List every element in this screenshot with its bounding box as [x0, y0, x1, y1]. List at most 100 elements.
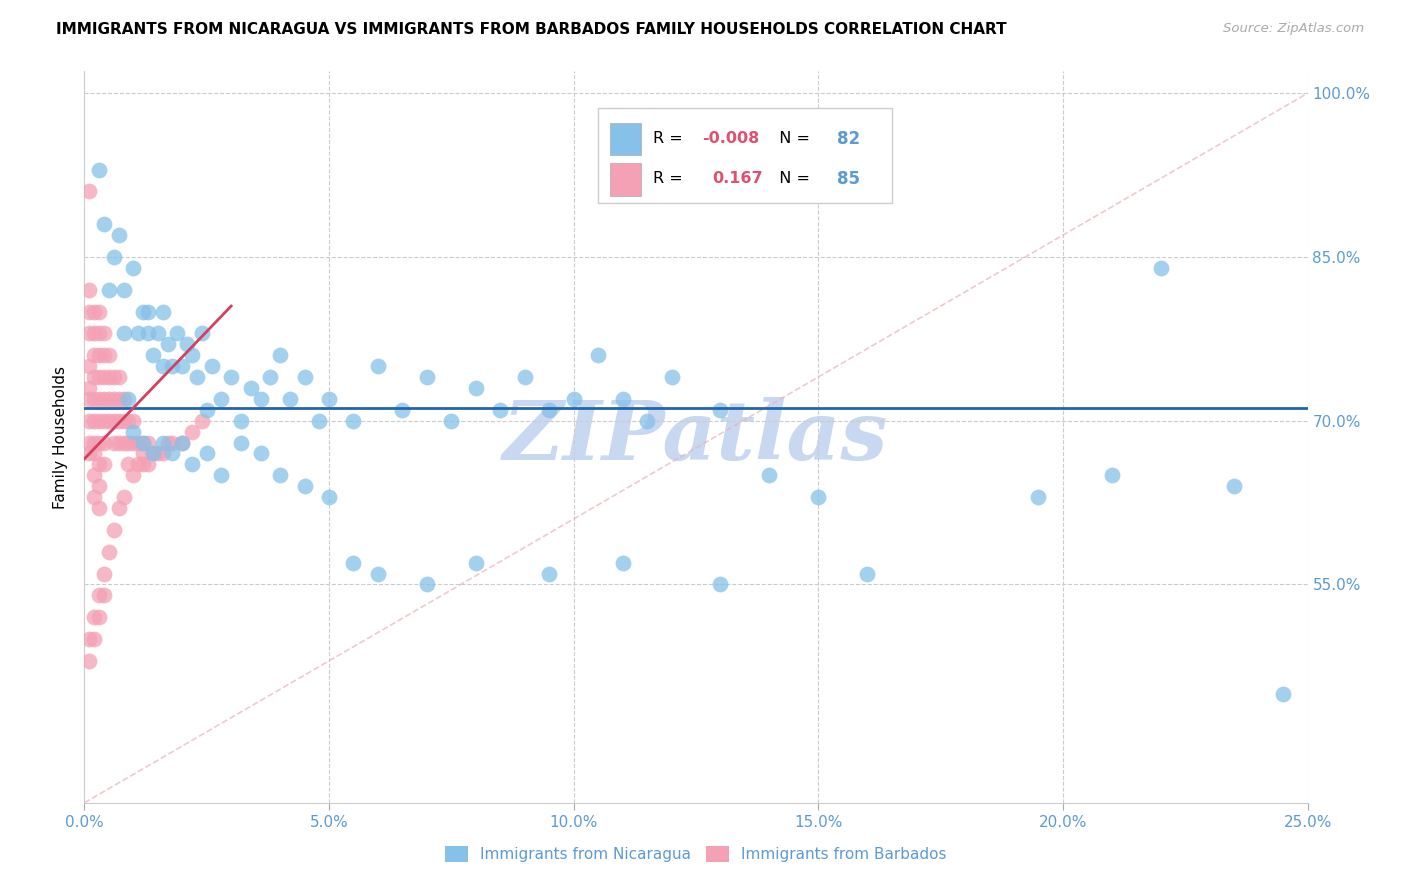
Text: ZIPatlas: ZIPatlas	[503, 397, 889, 477]
Point	[342, 556, 364, 570]
Text: 82: 82	[837, 129, 859, 148]
Point	[87, 348, 110, 362]
Point	[172, 359, 194, 373]
Point	[107, 501, 129, 516]
Point	[83, 326, 105, 341]
Point	[87, 501, 110, 516]
Point	[416, 370, 439, 384]
Text: -0.008: -0.008	[702, 131, 759, 146]
Point	[318, 392, 340, 406]
Point	[107, 392, 129, 406]
Y-axis label: Family Households: Family Households	[53, 366, 69, 508]
Point	[127, 326, 149, 341]
Point	[152, 435, 174, 450]
Point	[132, 458, 155, 472]
Point	[77, 185, 100, 199]
Point	[87, 414, 110, 428]
Point	[97, 392, 120, 406]
Point	[112, 490, 135, 504]
Text: 0.167: 0.167	[711, 171, 762, 186]
Point	[200, 359, 222, 373]
Point	[132, 304, 155, 318]
Point	[83, 446, 105, 460]
Point	[77, 304, 100, 318]
Point	[142, 348, 165, 362]
Point	[464, 556, 486, 570]
Point	[112, 283, 135, 297]
Text: N =: N =	[769, 171, 815, 186]
Point	[166, 326, 188, 341]
Point	[77, 359, 100, 373]
Point	[117, 392, 139, 406]
Text: N =: N =	[769, 131, 815, 146]
Text: R =: R =	[654, 171, 688, 186]
Point	[209, 392, 232, 406]
Point	[612, 556, 634, 570]
Point	[146, 326, 169, 341]
Point	[87, 326, 110, 341]
Point	[77, 435, 100, 450]
Point	[586, 348, 609, 362]
Point	[294, 370, 316, 384]
Point	[77, 414, 100, 428]
Point	[122, 414, 145, 428]
Point	[112, 435, 135, 450]
Point	[612, 392, 634, 406]
Point	[191, 414, 214, 428]
Point	[162, 446, 184, 460]
Point	[191, 326, 214, 341]
Point	[87, 610, 110, 624]
Point	[142, 446, 165, 460]
Point	[87, 304, 110, 318]
Point	[93, 370, 115, 384]
Point	[318, 490, 340, 504]
Point	[156, 337, 179, 351]
Point	[132, 446, 155, 460]
Point	[562, 392, 585, 406]
Point	[308, 414, 330, 428]
Text: IMMIGRANTS FROM NICARAGUA VS IMMIGRANTS FROM BARBADOS FAMILY HOUSEHOLDS CORRELAT: IMMIGRANTS FROM NICARAGUA VS IMMIGRANTS …	[56, 22, 1007, 37]
Point	[103, 435, 125, 450]
Point	[103, 523, 125, 537]
Point	[97, 348, 120, 362]
Point	[122, 435, 145, 450]
Point	[1028, 490, 1050, 504]
Point	[93, 414, 115, 428]
Point	[172, 435, 194, 450]
Point	[93, 458, 115, 472]
Point	[107, 228, 129, 243]
Point	[249, 446, 271, 460]
Point	[97, 370, 120, 384]
Point	[229, 414, 252, 428]
Point	[259, 370, 281, 384]
Point	[83, 632, 105, 646]
Point	[93, 566, 115, 581]
Point	[103, 250, 125, 264]
Point	[538, 402, 561, 417]
Point	[93, 435, 115, 450]
Point	[127, 435, 149, 450]
Point	[87, 588, 110, 602]
Point	[87, 162, 110, 177]
Point	[87, 435, 110, 450]
Point	[391, 402, 413, 417]
Point	[440, 414, 463, 428]
Point	[83, 392, 105, 406]
Point	[269, 468, 291, 483]
Point	[172, 435, 194, 450]
Point	[219, 370, 242, 384]
Point	[513, 370, 536, 384]
Point	[77, 446, 100, 460]
Point	[464, 381, 486, 395]
Point	[1223, 479, 1246, 493]
Point	[107, 414, 129, 428]
Point	[152, 446, 174, 460]
Point	[83, 435, 105, 450]
Text: R =: R =	[654, 131, 688, 146]
Point	[93, 217, 115, 231]
Point	[181, 425, 204, 439]
FancyBboxPatch shape	[610, 163, 641, 195]
Point	[77, 381, 100, 395]
Point	[87, 479, 110, 493]
Point	[83, 490, 105, 504]
